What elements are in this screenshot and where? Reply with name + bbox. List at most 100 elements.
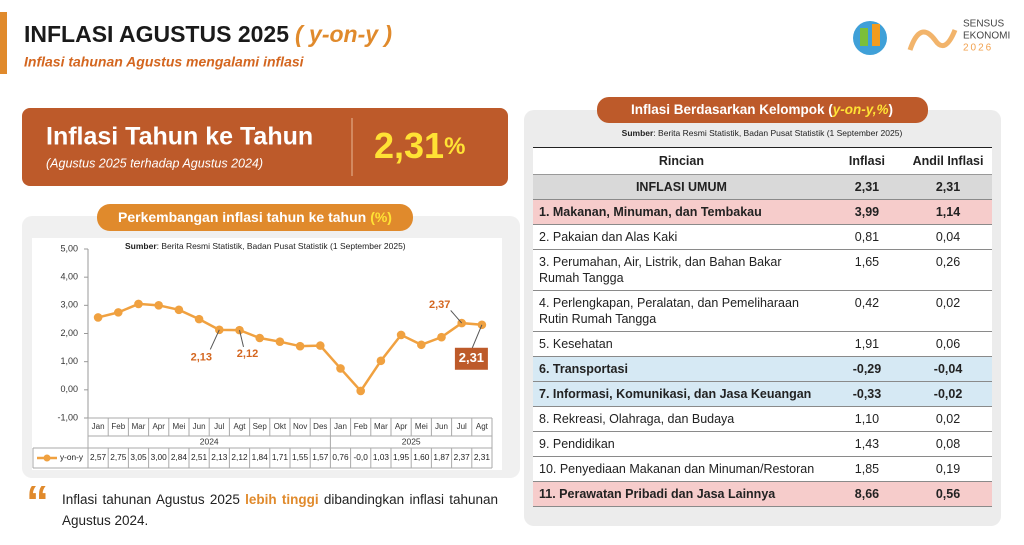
callout-label: 2,31: [459, 350, 484, 365]
table-cell: 0,42: [829, 290, 905, 332]
inflation-table: Rincian Inflasi Andil Inflasi INFLASI UMUM 2…: [533, 147, 992, 507]
table-cell: -0,33: [829, 381, 905, 407]
column-header: Andil Inflasi: [904, 147, 992, 175]
data-point: [356, 386, 366, 396]
callout-box: [454, 347, 488, 370]
data-point: [437, 332, 446, 342]
title-text: INFLASI AGUSTUS 2025: [24, 21, 289, 47]
data-point: [417, 340, 426, 350]
table-cell: 1,91: [829, 331, 905, 357]
table-row: 5. Kesehatan 1,91 0,06: [533, 331, 992, 357]
table-title-end: ): [889, 102, 894, 117]
source-label: Sumber: [125, 241, 157, 251]
table-cell: 1,14: [904, 199, 992, 225]
value-label: 0,76: [332, 452, 349, 462]
table-row: 2. Pakaian dan Alas Kaki 0,81 0,04: [533, 224, 992, 250]
table-row: 4. Perlengkapan, Peralatan, dan Pemeliha…: [533, 290, 992, 332]
chart-title: Perkembangan inflasi tahun ke tahun (%): [118, 209, 392, 225]
x-tick-label: Okt: [274, 422, 287, 431]
table-cell: 8. Rekreasi, Olahraga, dan Budaya: [533, 406, 830, 432]
table-cell: 3. Perumahan, Air, Listrik, dan Bahan Ba…: [533, 249, 830, 291]
table-row: 1. Makanan, Minuman, dan Tembakau 3,99 1,1…: [533, 199, 992, 225]
y-tick-label: 1,00: [60, 356, 78, 366]
logo-text: EKONOMI: [963, 31, 1010, 42]
x-tick-label: Mar: [374, 422, 388, 431]
column-header: Inflasi: [829, 147, 905, 175]
table-cell: 10. Penyediaan Makanan dan Minuman/Resto…: [533, 456, 830, 482]
x-tick-label: Sep: [253, 422, 268, 431]
value-label: 2,51: [191, 452, 208, 462]
table-row: 7. Informasi, Komunikasi, dan Jasa Keuan…: [533, 381, 992, 407]
data-point: [93, 313, 103, 322]
table-cell: 4. Perlengkapan, Peralatan, dan Pemeliha…: [533, 290, 830, 332]
quote-mark: “: [26, 476, 49, 528]
data-point: [275, 337, 285, 346]
table-cell: 0,02: [904, 406, 992, 432]
x-tick-label: Nov: [293, 422, 307, 431]
x-tick-label: Apr: [395, 422, 408, 431]
value-label: 3,00: [151, 452, 168, 462]
value-label: 1,71: [272, 452, 289, 462]
plot-panel: [32, 238, 502, 470]
value-label: 1,60: [413, 452, 430, 462]
note-text: dibandingkan inflasi tahunan Agustus 202…: [62, 492, 499, 528]
kpi-unit: %: [444, 133, 465, 160]
callout-leader: [471, 324, 483, 349]
table-source: Sumber: Berita Resmi Statistik, Badan Pu…: [622, 128, 903, 138]
x-tick-label: Mei: [172, 422, 185, 431]
callout-leader: [450, 310, 463, 324]
value-label: 2,84: [171, 452, 188, 462]
table-cell: 8,66: [829, 481, 905, 507]
x-group-label: 2025: [402, 436, 421, 446]
kpi-box: [22, 108, 508, 186]
data-point: [376, 356, 386, 366]
x-tick-label: Agt: [476, 422, 489, 431]
table-cell: 9. Pendidikan: [533, 431, 830, 457]
table-cell: 2. Pakaian dan Alas Kaki: [533, 224, 830, 250]
x-tick-label: Mei: [415, 422, 428, 431]
table-cell: 0,02: [904, 290, 992, 332]
kpi-subtitle: (Agustus 2025 terhadap Agustus 2024): [46, 156, 263, 170]
table-cell: 3,99: [829, 199, 905, 225]
y-tick-label: 5,00: [60, 243, 78, 253]
y-tick-label: 0,00: [60, 384, 78, 394]
data-point: [174, 305, 184, 315]
table-cell: 0,06: [904, 331, 992, 357]
x-tick-label: Jan: [92, 422, 105, 431]
value-label: 1,03: [373, 452, 390, 462]
data-point: [316, 341, 325, 350]
value-label: 1,84: [252, 452, 269, 462]
x-tick-label: Jun: [435, 422, 448, 431]
value-label: 2,12: [231, 452, 248, 462]
table-title-unit: y-on-y,%: [832, 102, 889, 117]
y-tick-label: 2,00: [60, 328, 78, 338]
x-tick-label: Jul: [214, 422, 224, 431]
table-cell: 0,81: [829, 224, 905, 250]
table-cell: 6. Transportasi: [533, 356, 830, 382]
table-cell: 0,08: [904, 431, 992, 457]
value-label: 1,95: [393, 452, 410, 462]
chart-title-pill: [97, 204, 413, 231]
callout-label: 2,13: [191, 352, 212, 364]
source-label: Sumber: [622, 128, 654, 138]
kpi-value: 2,31%: [374, 125, 465, 166]
x-tick-label: Agt: [233, 422, 246, 431]
table-cell: 1. Makanan, Minuman, dan Tembakau: [533, 199, 830, 225]
logo-text: 2026: [963, 43, 993, 54]
x-tick-label: Jun: [193, 422, 206, 431]
chart-title-unit: (%): [370, 209, 392, 225]
table-cell: -0,04: [904, 356, 992, 382]
x-tick-label: Des: [313, 422, 327, 431]
table-cell: 1,10: [829, 406, 905, 432]
table-cell: 0,56: [904, 481, 992, 507]
value-label: 2,75: [110, 452, 127, 462]
table-cell: 2,31: [904, 174, 992, 200]
data-point: [114, 308, 123, 317]
header-row: Rincian Inflasi Andil Inflasi: [533, 147, 992, 175]
table-row: 8. Rekreasi, Olahraga, dan Budaya 1,10 0,0…: [533, 406, 992, 432]
note-text: Inflasi tahunan Agustus 2025: [62, 492, 246, 507]
table-cell: 1,65: [829, 249, 905, 291]
callout-leader: [209, 329, 220, 350]
value-label: 3,05: [130, 452, 147, 462]
